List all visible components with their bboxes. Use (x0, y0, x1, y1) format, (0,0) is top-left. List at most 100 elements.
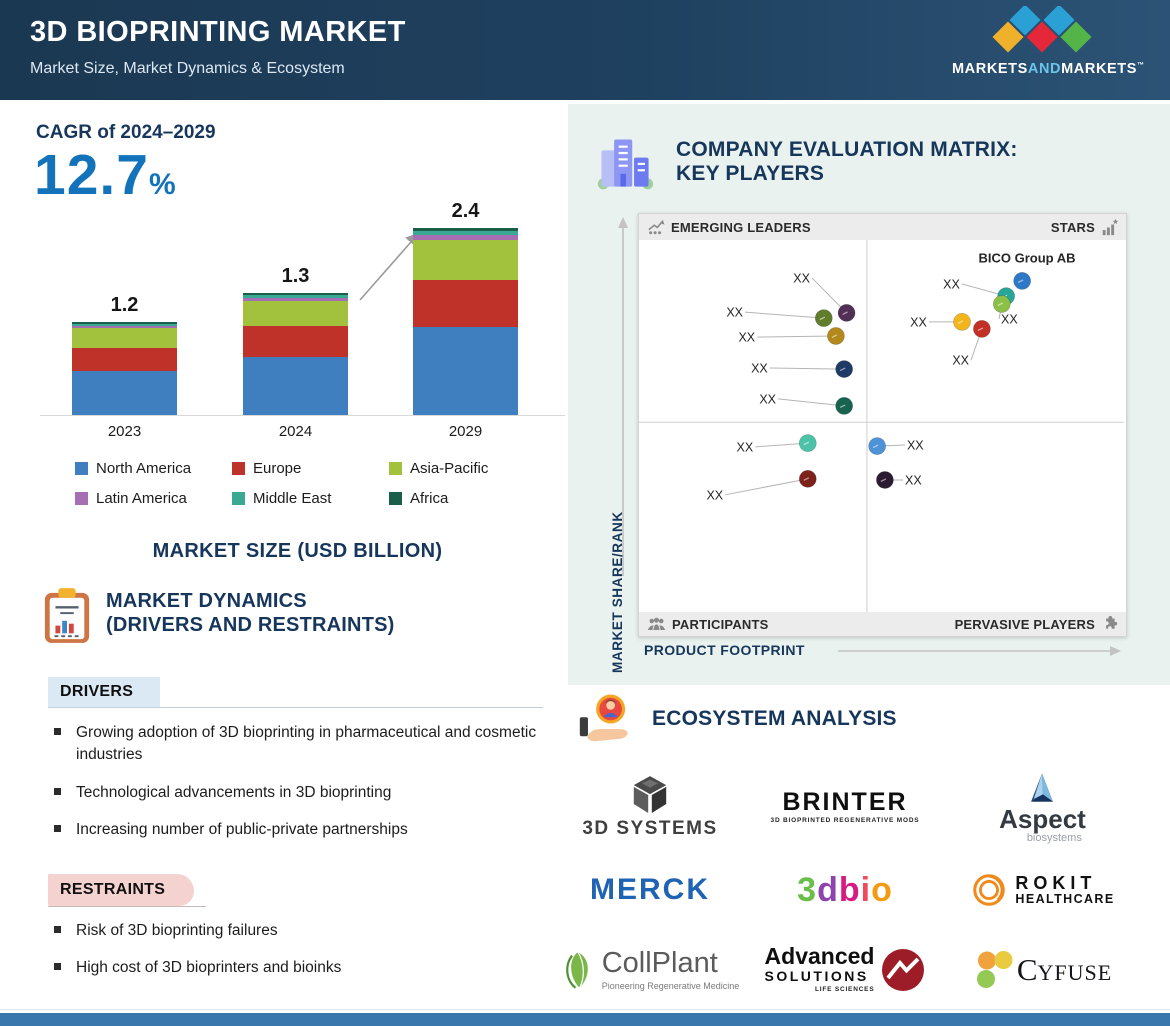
bar-segment-Latin America (72, 325, 177, 329)
company-dot-label: XX (943, 277, 960, 291)
bar-segment-Africa (413, 228, 518, 232)
logo-letter: 3 (797, 870, 818, 909)
bar-segment-Asia-Pacific (243, 300, 348, 326)
bar-segment-Asia-Pacific (72, 328, 177, 348)
legend-swatch (232, 462, 245, 475)
restraint-item: Risk of 3D bioprinting failures (52, 920, 557, 942)
logo-letter: i (860, 870, 872, 909)
logo-letters: YFUSE (1037, 959, 1113, 985)
legend-item: Latin America (75, 490, 232, 507)
market-dynamics-title: MARKET DYNAMICS (DRIVERS AND RESTRAINTS) (106, 590, 395, 636)
matrix-header: COMPANY EVALUATION MATRIX: KEY PLAYERS (596, 132, 1018, 194)
bar-value-label: 1.3 (281, 265, 310, 287)
x-axis-tick: 2023 (107, 423, 142, 440)
bar-segment-North America (72, 370, 177, 415)
clipboard-icon (44, 588, 90, 643)
bar-segment-Europe (413, 280, 518, 327)
legend-label: Middle East (253, 490, 332, 507)
logo-merck: MERCK (590, 873, 710, 906)
logo-wordmark: MARKETSANDMARKETS™ (952, 61, 1145, 77)
company-dot-label: XX (759, 392, 776, 406)
chart-caption: MARKET SIZE (USD BILLION) (152, 540, 443, 562)
bar-segment-Middle East (243, 294, 348, 298)
logo-aspect-biosystems: Aspect biosystems (950, 763, 1135, 851)
company-dot-label: XX (910, 315, 927, 329)
ecosystem-header: ECOSYSTEM ANALYSIS (578, 690, 897, 748)
cube-icon (633, 775, 667, 813)
legend-swatch (75, 492, 88, 505)
page-header: 3D BIOPRINTING MARKET Market Size, Marke… (0, 0, 1170, 100)
hand-person-icon (579, 694, 628, 742)
logo-letter: d (817, 870, 839, 909)
restraints-tab: RESTRAINTS (48, 874, 194, 906)
logo-letter: o (871, 870, 893, 909)
y-axis-label: MARKET SHARE/RANK (610, 511, 625, 673)
logo-advanced-solutions: Advanced SOLUTIONS LIFE SCIENCES (740, 929, 950, 1010)
legend-swatch (389, 492, 402, 505)
drivers-underline (48, 707, 543, 708)
company-dot-label: XX (706, 488, 723, 502)
bar-value-label: 2.4 (451, 200, 480, 222)
logo-cyfuse: CYFUSE (950, 929, 1135, 1010)
advanced-solutions-circle-icon (882, 948, 925, 991)
x-axis-tick: 2029 (448, 423, 483, 440)
legend-item: Middle East (232, 490, 389, 507)
leader-line (755, 442, 808, 448)
logo-letter: b (838, 870, 861, 909)
quadrant-participants: PARTICIPANTS (647, 617, 769, 632)
company-dot-label: XX (793, 271, 810, 285)
drivers-tab: DRIVERS (48, 677, 160, 707)
legend-item: Asia-Pacific (389, 460, 546, 477)
bar-segment-North America (413, 326, 518, 415)
logo-diamonds-icon (992, 4, 1092, 53)
legend-swatch (232, 492, 245, 505)
x-axis-tick: 2024 (278, 423, 313, 440)
bar-segment-Europe (243, 325, 348, 357)
legend-item: Europe (232, 460, 389, 477)
bar-segment-Middle East (72, 323, 177, 326)
driver-item: Growing adoption of 3D bioprinting in ph… (52, 722, 557, 767)
growth-chart-icon (648, 219, 665, 235)
matrix-title: COMPANY EVALUATION MATRIX: KEY PLAYERS (676, 138, 1018, 186)
company-dot-label: XX (751, 361, 768, 375)
restraints-underline (48, 906, 206, 907)
page-subtitle: Market Size, Market Dynamics & Ecosystem (30, 60, 345, 77)
legend-swatch (389, 462, 402, 475)
collplant-leaf-icon (565, 951, 588, 989)
leader-line (744, 311, 824, 319)
x-axis-line (40, 415, 565, 416)
company-dot-label: XX (737, 440, 754, 454)
company-dot-label: XX (726, 306, 743, 320)
company-dot-label: BICO Group AB (978, 250, 1075, 265)
y-axis-arrow (618, 217, 628, 576)
bar-segment-Africa (243, 293, 348, 295)
star-bars-icon (1102, 218, 1118, 235)
leader-line (777, 398, 845, 407)
bar-value-label: 1.2 (110, 294, 139, 316)
x-axis-label: PRODUCT FOOTPRINT (644, 642, 805, 658)
leader-line (769, 367, 845, 370)
legend-item: North America (75, 460, 232, 477)
bar-segment-Latin America (243, 297, 348, 301)
logo-rokit-healthcare: ROKIT HEALTHCARE (950, 851, 1135, 929)
driver-item: Technological advancements in 3D bioprin… (52, 782, 557, 804)
quadrant-pervasive-players: PERVASIVE PLAYERS (955, 615, 1118, 633)
bottom-accent-bar (0, 1013, 1170, 1026)
restraint-item: High cost of 3D bioprinters and bioinks (52, 957, 557, 979)
logo-3d-systems: 3D SYSTEMS (560, 763, 740, 851)
quadrant-stars: STARS (1051, 218, 1118, 236)
company-dot-label: XX (1001, 312, 1018, 326)
legend-label: Latin America (96, 490, 187, 507)
bar-segment-North America (243, 356, 348, 415)
company-dot-label: XX (907, 438, 924, 452)
legend-item: Africa (389, 490, 546, 507)
driver-item: Increasing number of public-private part… (52, 819, 557, 841)
page-title: 3D BIOPRINTING MARKET (30, 16, 406, 48)
market-dynamics-header: MARKET DYNAMICS (DRIVERS AND RESTRAINTS) (42, 586, 395, 646)
legend-label: North America (96, 460, 192, 477)
legend-label: Africa (410, 490, 449, 507)
people-icon (647, 617, 666, 631)
leader-line (725, 478, 808, 496)
bar-segment-Asia-Pacific (413, 239, 518, 281)
x-axis-arrow (838, 646, 1121, 656)
